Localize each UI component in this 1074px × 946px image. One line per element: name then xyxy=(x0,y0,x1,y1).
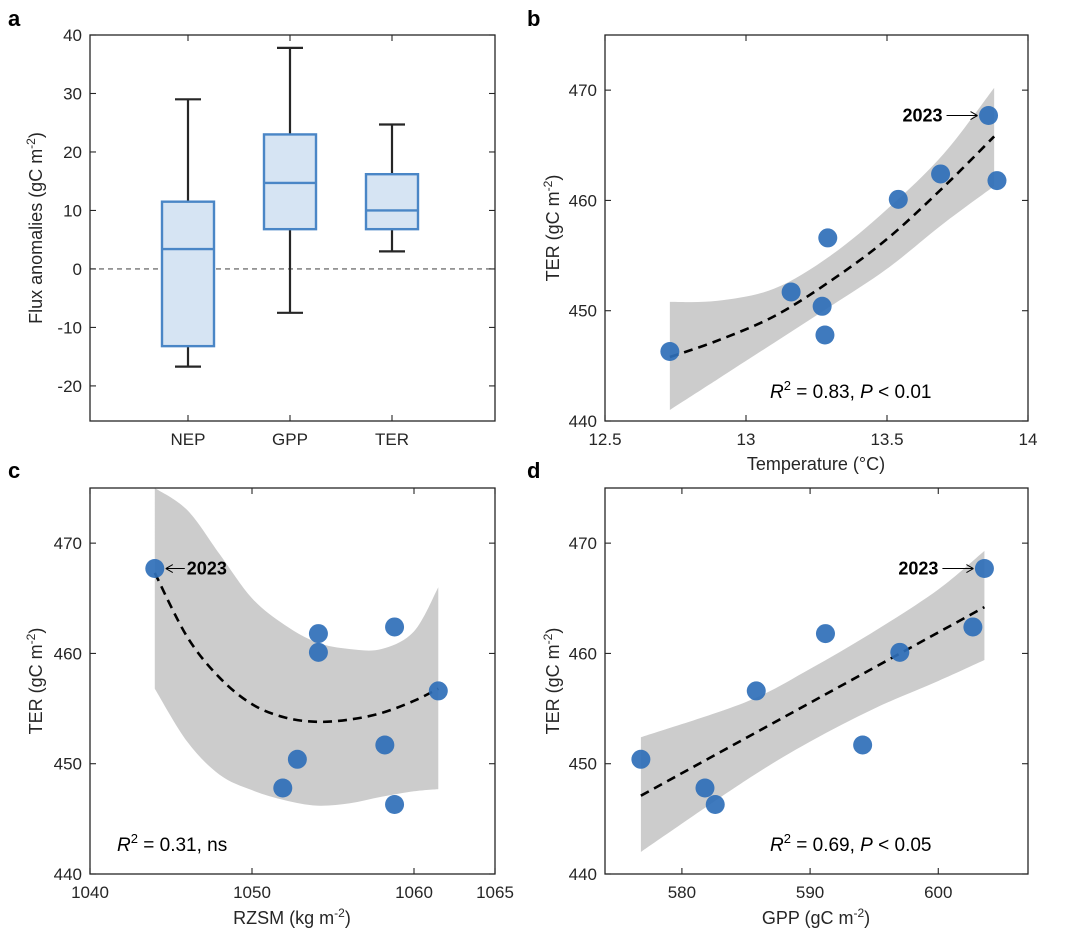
panel-c-scatter: 2023 440 450 460 470 1040 1050 1060 1065 RZSM … xyxy=(24,487,514,928)
x-tick-label: 12.5 xyxy=(588,430,621,449)
x-tick-label: 1050 xyxy=(233,883,271,902)
fit-line xyxy=(669,135,996,359)
annotation-arrowhead xyxy=(165,564,174,573)
panel-letter-d: d xyxy=(527,458,540,483)
confidence-band xyxy=(669,87,995,410)
data-point xyxy=(781,282,801,302)
y-tick-label: 470 xyxy=(54,534,82,553)
y-tick-label: 470 xyxy=(569,81,597,100)
x-tick-label-ter: TER xyxy=(375,430,409,449)
panel-letter-c: c xyxy=(8,458,20,483)
panel-b-y-label: TER (gC m-2) xyxy=(541,175,563,282)
data-point xyxy=(974,559,994,579)
data-point xyxy=(931,164,951,184)
y-tick-label: 20 xyxy=(63,143,82,162)
panel-d-frame xyxy=(604,487,1029,875)
y-tick-label: 440 xyxy=(569,412,597,431)
box-nep xyxy=(160,200,216,348)
data-point xyxy=(695,778,715,798)
panel-letter-a: a xyxy=(8,6,21,31)
x-tick-label: 1065 xyxy=(476,883,514,902)
confidence-band xyxy=(154,488,439,806)
data-point xyxy=(987,171,1007,191)
panel-c-x-label: RZSM (kg m-2) xyxy=(233,906,351,928)
panel-c-stat: R2 = 0.31, ns xyxy=(117,831,227,856)
data-point xyxy=(853,735,873,755)
y-tick-label: 0 xyxy=(73,260,82,279)
panel-b-stat: R2 = 0.83, P < 0.01 xyxy=(770,378,932,403)
y-tick-label: 440 xyxy=(54,865,82,884)
x-tick-label: 580 xyxy=(668,883,696,902)
data-point xyxy=(746,681,766,701)
panel-c-frame xyxy=(89,487,496,875)
panel-letter-b: b xyxy=(527,6,540,31)
annotation-arrowhead xyxy=(966,564,974,573)
panel-c-y-label: TER (gC m-2) xyxy=(24,628,46,735)
panel-d-y-label: TER (gC m-2) xyxy=(541,628,563,735)
y-tick-label: 460 xyxy=(54,644,82,663)
y-tick-label: 30 xyxy=(63,84,82,103)
y-tick-label: 450 xyxy=(569,302,597,321)
box-ter xyxy=(364,172,420,231)
y-tick-label: -10 xyxy=(57,318,82,337)
plot-area xyxy=(669,87,996,410)
data-point xyxy=(888,189,908,209)
y-tick-label: 470 xyxy=(569,534,597,553)
y-tick-label: -20 xyxy=(57,377,82,396)
y-tick-label: 450 xyxy=(54,755,82,774)
data-point xyxy=(273,778,293,798)
x-tick-label: 13 xyxy=(737,430,756,449)
fit-line xyxy=(640,605,986,797)
panel-b-frame xyxy=(604,34,1029,422)
data-point xyxy=(815,624,835,644)
panel-d-scatter: 2023 440 450 460 470 580 590 600 GPP (gC m-2)… xyxy=(541,487,1029,928)
panel-a-boxplot: -20 -10 0 10 20 30 40 NEP GPP TER Flux anomalies… xyxy=(24,26,496,449)
y-tick-label: 40 xyxy=(63,26,82,45)
fit-line xyxy=(153,572,439,724)
data-point xyxy=(890,642,910,662)
x-tick-label: 600 xyxy=(924,883,952,902)
y-tick-label: 440 xyxy=(569,865,597,884)
panel-b-scatter: 2023 440 450 460 470 12.5 13 13.5 14 Temperatu… xyxy=(541,34,1038,474)
x-tick-label: 13.5 xyxy=(870,430,903,449)
x-tick-label-nep: NEP xyxy=(171,430,206,449)
data-point xyxy=(385,617,405,637)
data-point xyxy=(385,795,405,815)
panel-a-frame xyxy=(89,34,496,422)
panel-a-y-label: Flux anomalies (gC m-2) xyxy=(24,132,46,324)
data-point xyxy=(818,228,838,248)
plot-area xyxy=(640,550,986,852)
data-point xyxy=(428,681,448,701)
data-point xyxy=(287,749,307,769)
data-point xyxy=(963,617,983,637)
annotation-2023: 2023 xyxy=(902,106,942,126)
data-point xyxy=(660,342,680,362)
x-tick-label: 1040 xyxy=(71,883,109,902)
panel-d-stat: R2 = 0.69, P < 0.05 xyxy=(770,831,932,856)
panel-b-x-label: Temperature (°C) xyxy=(747,454,885,474)
data-point xyxy=(812,296,832,316)
data-point xyxy=(145,559,165,579)
annotation-arrowhead xyxy=(970,111,978,120)
y-tick-label: 460 xyxy=(569,191,597,210)
x-tick-label-gpp: GPP xyxy=(272,430,308,449)
annotation-2023: 2023 xyxy=(898,559,938,579)
y-tick-label: 460 xyxy=(569,644,597,663)
y-tick-label: 10 xyxy=(63,201,82,220)
annotation-2023: 2023 xyxy=(187,559,227,579)
data-point xyxy=(705,795,725,815)
panel-d-x-label: GPP (gC m-2) xyxy=(762,906,870,928)
plot-area xyxy=(153,488,439,806)
data-point xyxy=(375,735,395,755)
data-point xyxy=(815,325,835,345)
y-tick-label: 450 xyxy=(569,755,597,774)
data-point xyxy=(308,624,328,644)
x-tick-label: 590 xyxy=(796,883,824,902)
data-point xyxy=(979,106,999,126)
data-point xyxy=(308,642,328,662)
x-tick-label: 14 xyxy=(1019,430,1038,449)
data-point xyxy=(631,749,651,769)
x-tick-label: 1060 xyxy=(395,883,433,902)
